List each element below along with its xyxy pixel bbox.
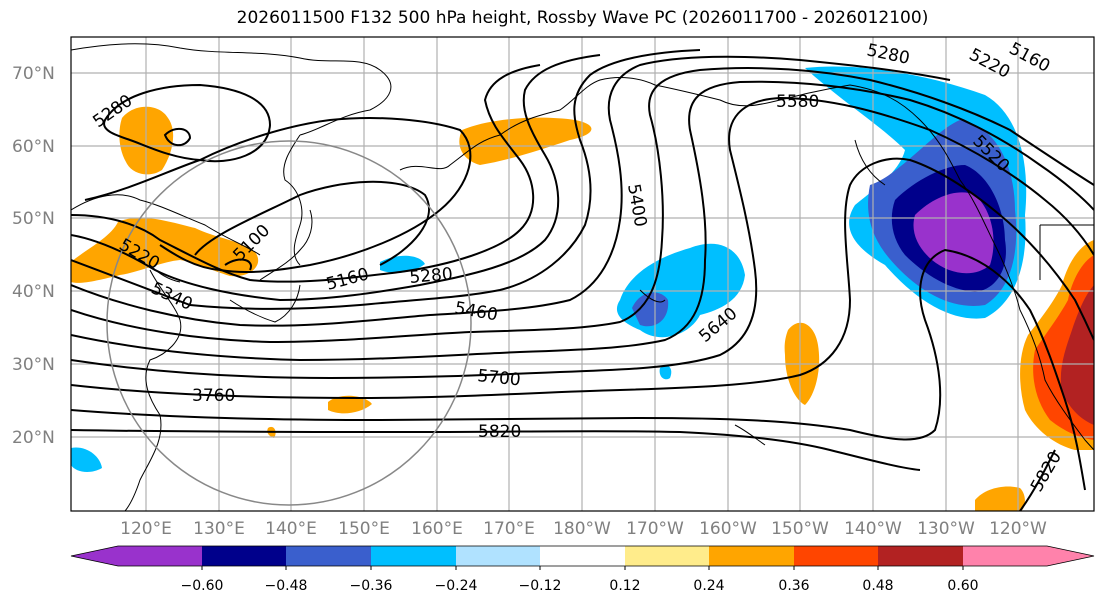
map-frame (70, 36, 1095, 512)
positive-anomaly-region (459, 117, 592, 165)
colorbar-segment (202, 546, 286, 566)
colorbar-tick-label: 0.36 (778, 578, 809, 594)
colorbar-tick-label: −0.36 (350, 578, 393, 594)
lon-label: 170°E (483, 519, 535, 539)
lon-label: 160°E (411, 519, 463, 539)
lon-label: 140°W (844, 519, 902, 539)
positive-anomaly-region (975, 486, 1025, 511)
lat-label: 30°N (12, 355, 55, 375)
negative-anomaly-region (659, 365, 672, 380)
lon-label: 130°E (193, 519, 245, 539)
map-title: 2026011500 F132 500 hPa height, Rossby W… (236, 8, 929, 28)
lat-label: 20°N (12, 428, 55, 448)
lon-label: 120°E (120, 519, 172, 539)
lat-label: 70°N (12, 64, 55, 84)
negative-anomaly-region (71, 447, 102, 472)
colorbar-tick-label: −0.12 (519, 578, 562, 594)
negative-anomaly-peak (913, 192, 994, 274)
contour-labels: 5280 5220 5160 5580 5520 5280 5220 5100 … (89, 37, 1066, 496)
lon-label: 130°W (917, 519, 975, 539)
colorbar-extend-min (71, 546, 118, 566)
height-contours (71, 49, 1094, 511)
latitude-axis: 70°N 60°N 50°N 40°N 30°N 20°N (12, 64, 55, 448)
contour-label: 3760 (192, 386, 235, 406)
lon-label: 140°E (265, 519, 317, 539)
positive-anomaly-region (328, 395, 372, 414)
contour-label: 5280 (409, 264, 454, 288)
colorbar-segment (794, 546, 878, 566)
lon-label: 150°E (338, 519, 390, 539)
colorbar-segment (709, 546, 794, 566)
region-circle (106, 140, 472, 506)
lon-label: 150°W (771, 519, 829, 539)
colorbar-tick-label: −0.60 (181, 578, 224, 594)
negative-anomaly-core (632, 292, 669, 327)
colorbar-tick-label: 0.12 (609, 578, 640, 594)
lon-label: 170°W (626, 519, 684, 539)
map-content: 5280 5220 5160 5580 5520 5280 5220 5100 … (71, 37, 1094, 511)
colorbar-segment (286, 546, 371, 566)
contour-label: 5820 (478, 422, 521, 442)
lon-label: 120°W (989, 519, 1047, 539)
lon-label: 180°W (553, 519, 611, 539)
lat-label: 50°N (12, 209, 55, 229)
colorbar-extend-max (1047, 546, 1094, 566)
contour-label: 5580 (776, 92, 819, 112)
colorbar-segment (540, 546, 625, 566)
colorbar-tick-label: 0.48 (862, 578, 893, 594)
lat-label: 60°N (12, 137, 55, 157)
colorbar-outline (70, 545, 1095, 567)
lat-label: 40°N (12, 282, 55, 302)
negative-anomaly-region (380, 255, 425, 273)
colorbar-segment (625, 546, 709, 566)
colorbar-tick-label: 0.60 (947, 578, 978, 594)
colorbar (70, 545, 1095, 570)
colorbar-segment (456, 546, 540, 566)
colorbar-tick-label: −0.24 (435, 578, 478, 594)
colorbar-segment (878, 546, 963, 566)
colorbar-tick-label: 0.24 (693, 578, 724, 594)
lon-label: 160°W (699, 519, 757, 539)
colorbar-ticks: −0.60 −0.48 −0.36 −0.24 −0.12 0.12 0.24 … (181, 578, 979, 594)
colorbar-segment (118, 546, 202, 566)
longitude-axis: 120°E 130°E 140°E 150°E 160°E 170°E 180°… (120, 519, 1047, 539)
contour-label: 5700 (476, 366, 521, 390)
colorbar-segment (371, 546, 456, 566)
colorbar-tick-label: −0.48 (265, 578, 308, 594)
colorbar-segment (963, 546, 1047, 566)
